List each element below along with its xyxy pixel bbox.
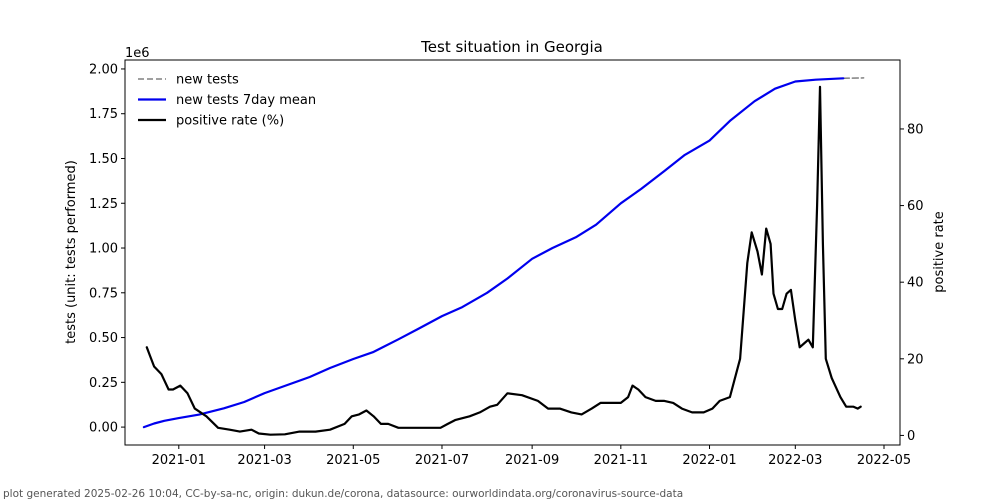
legend-label: positive rate (%) (176, 114, 284, 129)
axes: 2021-01 2021-03 2021-05 2021-07 2021-09 2021-… (89, 62, 924, 468)
plot-frame (124, 59, 901, 446)
x-tick-label: 2021-11 (594, 453, 648, 468)
y-tick-label: 1.75 (89, 107, 118, 122)
footer-note: plot generated 2025-02-26 10:04, CC-by-s… (3, 488, 684, 500)
plot-area (142, 77, 865, 436)
y2-tick-label: 60 (907, 199, 924, 214)
legend-label: new tests (176, 73, 239, 88)
x-tick-label: 2022-01 (682, 453, 736, 468)
x-tick-label: 2021-05 (326, 453, 380, 468)
y2-tick-label: 40 (907, 276, 924, 291)
y-tick-label: 1.50 (89, 152, 118, 167)
x-tick-label: 2021-03 (237, 453, 291, 468)
series-line-positive-rate (145, 85, 862, 436)
y2-tick-label: 0 (907, 429, 915, 444)
y-tick-label: 0.25 (89, 376, 118, 391)
y2-axis-label: positive rate (932, 211, 947, 293)
series-line-new-tests-7day-mean (142, 77, 845, 429)
y-tick-label: 0.00 (89, 421, 118, 436)
y-tick-label: 0.75 (89, 286, 118, 301)
legend: new tests new tests 7day mean positive rat… (138, 73, 316, 129)
y-tick-label: 2.00 (89, 62, 118, 77)
y-tick-label: 1.00 (89, 242, 118, 257)
x-tick-label: 2021-09 (505, 453, 559, 468)
x-tick-label: 2022-05 (857, 453, 911, 468)
y2-tick-label: 20 (907, 352, 924, 367)
x-tick-label: 2022-03 (768, 453, 822, 468)
x-tick-label: 2021-07 (415, 453, 469, 468)
x-tick-label: 2021-01 (152, 453, 206, 468)
legend-label: new tests 7day mean (176, 93, 316, 108)
y-tick-label: 1.25 (89, 197, 118, 212)
y-tick-label: 0.50 (89, 331, 118, 346)
chart-title: Test situation in Georgia (420, 38, 603, 56)
y2-tick-label: 80 (907, 122, 924, 137)
y-axis-offset-label: 1e6 (125, 46, 150, 61)
y-axis-label: tests (unit: tests performed) (64, 160, 79, 344)
